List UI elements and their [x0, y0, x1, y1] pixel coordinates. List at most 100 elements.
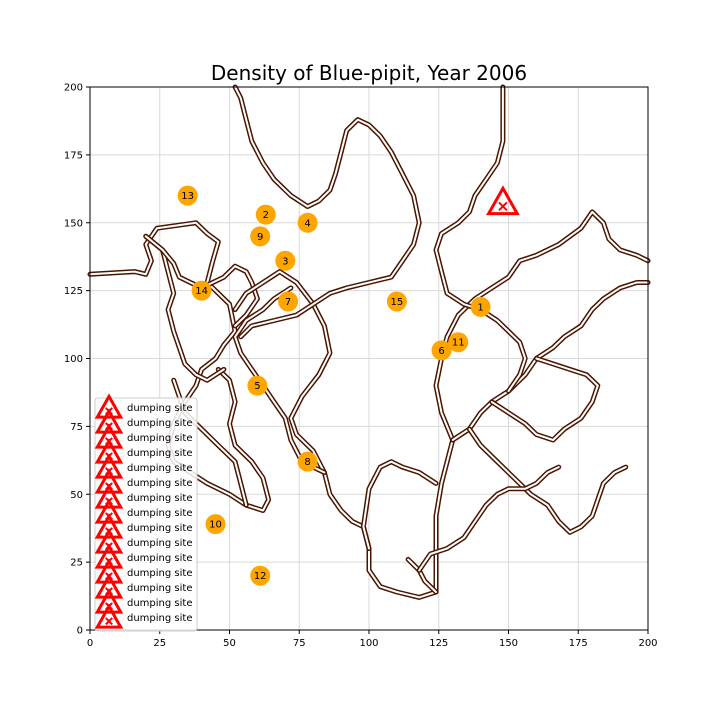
observation-site-marker: 4 — [297, 212, 318, 233]
site-circle — [386, 291, 407, 312]
site-circle — [470, 296, 491, 317]
site-label: 14 — [195, 286, 208, 297]
dumping-triangle-icon — [94, 423, 124, 449]
site-label: 9 — [257, 232, 263, 243]
observation-site-marker: 13 — [177, 185, 198, 206]
site-label: 12 — [254, 571, 267, 582]
legend: dumping site dumping site dumping site dump… — [94, 393, 198, 632]
observation-site-marker: 12 — [250, 565, 271, 586]
x-tick-label: 0 — [87, 638, 93, 649]
legend-dumping-icon — [94, 603, 124, 629]
road-outline — [360, 459, 439, 551]
x-tick-label: 100 — [359, 638, 378, 649]
site-label: 10 — [209, 520, 222, 531]
road-inner — [418, 466, 560, 572]
observation-site-marker: 3 — [275, 250, 296, 271]
y-tick-label: 150 — [64, 218, 83, 229]
dumping-triangle-icon — [94, 393, 124, 419]
road-inner — [468, 428, 627, 534]
observation-site-marker: 5 — [247, 375, 268, 396]
site-label: 4 — [304, 218, 310, 229]
site-circle — [278, 291, 299, 312]
site-circle — [275, 250, 296, 271]
x-tick-label: 200 — [638, 638, 657, 649]
observation-site-marker: 6 — [431, 340, 452, 361]
site-circle — [448, 332, 469, 353]
observation-site-marker: 10 — [205, 514, 226, 535]
dumping-triangle-icon — [94, 498, 124, 524]
y-tick-label: 50 — [70, 490, 83, 501]
dumping-triangle-icon — [486, 185, 520, 216]
legend-label: dumping site — [127, 538, 192, 549]
legend-label: dumping site — [127, 448, 192, 459]
dumping-triangle-icon — [94, 513, 124, 539]
legend-label: dumping site — [127, 613, 192, 624]
road-inner — [362, 460, 437, 550]
observation-site-marker: 7 — [278, 291, 299, 312]
observation-site-marker: 9 — [250, 226, 271, 247]
observation-site-marker: 11 — [448, 332, 469, 353]
site-label: 3 — [282, 256, 288, 267]
x-tick-label: 125 — [429, 638, 448, 649]
road-inner — [451, 281, 649, 441]
dumping-x-icon — [498, 201, 508, 212]
dumping-triangle-icon — [94, 588, 124, 614]
site-circle — [431, 340, 452, 361]
dumping-triangle-icon — [94, 543, 124, 569]
site-label: 2 — [263, 210, 269, 221]
x-tick-label: 50 — [223, 638, 236, 649]
dumping-triangle-icon — [94, 573, 124, 599]
legend-label: dumping site — [127, 523, 192, 534]
y-tick-label: 175 — [64, 150, 83, 161]
site-circle — [191, 280, 212, 301]
road-inner — [407, 558, 437, 593]
legend-label: dumping site — [127, 493, 192, 504]
x-tick-label: 25 — [153, 638, 166, 649]
site-circle — [177, 185, 198, 206]
dumping-triangle-icon — [94, 468, 124, 494]
legend-label: dumping site — [127, 568, 192, 579]
dumping-triangle-icon — [94, 528, 124, 554]
site-circle — [250, 565, 271, 586]
observation-site-marker: 1 — [470, 296, 491, 317]
road-network — [87, 84, 651, 600]
legend-label: dumping site — [127, 583, 192, 594]
site-label: 11 — [452, 338, 465, 349]
dumping-triangle-icon — [94, 438, 124, 464]
site-circle — [250, 226, 271, 247]
dumping-triangle-icon — [94, 558, 124, 584]
road-inner — [234, 86, 421, 338]
observation-site-marker: 15 — [386, 291, 407, 312]
road-inner — [144, 235, 225, 382]
y-tick-label: 25 — [70, 558, 83, 569]
site-label: 6 — [438, 346, 444, 357]
legend-label: dumping site — [127, 433, 192, 444]
site-circle — [297, 451, 318, 472]
legend-label: dumping site — [127, 508, 192, 519]
dumping-x-icon — [105, 617, 113, 626]
site-circle — [247, 375, 268, 396]
observation-site-marker: 14 — [191, 280, 212, 301]
y-tick-label: 75 — [70, 422, 83, 433]
site-label: 7 — [285, 297, 291, 308]
observation-site-marker: 8 — [297, 451, 318, 472]
site-label: 13 — [181, 191, 194, 202]
observation-site-marker: 2 — [255, 204, 276, 225]
road-inner — [435, 86, 527, 393]
legend-label: dumping site — [127, 463, 192, 474]
x-tick-label: 75 — [293, 638, 306, 649]
dumping-triangle-icon — [94, 453, 124, 479]
legend-label: dumping site — [127, 478, 192, 489]
dumping-sites — [486, 185, 520, 216]
y-tick-label: 125 — [64, 286, 83, 297]
site-circle — [255, 204, 276, 225]
chart-title: Density of Blue-pipit, Year 2006 — [211, 61, 527, 85]
y-tick-label: 200 — [64, 83, 83, 94]
road-inner — [89, 221, 270, 512]
legend-label: dumping site — [127, 418, 192, 429]
site-label: 5 — [254, 381, 260, 392]
dumping-triangle-icon — [94, 408, 124, 434]
dumping-triangle-icon — [94, 603, 124, 629]
